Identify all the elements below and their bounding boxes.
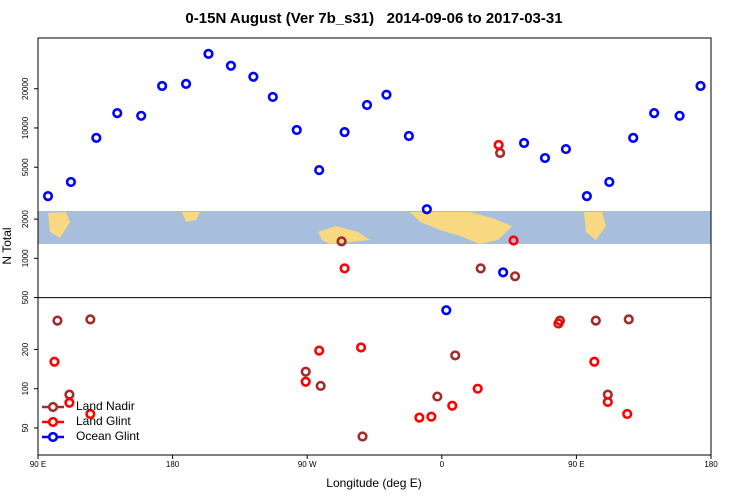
point	[180, 78, 192, 89]
point	[315, 380, 326, 392]
point	[361, 99, 373, 111]
x-tick-label: 90 E	[30, 460, 46, 469]
point	[623, 314, 634, 325]
point	[42, 191, 54, 202]
point	[381, 89, 392, 100]
point	[300, 376, 311, 387]
point	[112, 108, 123, 119]
point	[539, 152, 551, 164]
point	[695, 80, 706, 92]
point	[336, 236, 347, 247]
point	[225, 60, 237, 71]
point	[414, 412, 425, 423]
point	[314, 165, 325, 176]
point	[355, 342, 367, 353]
x-tick-label: 180	[166, 460, 180, 469]
point	[472, 383, 483, 394]
point	[441, 305, 452, 316]
point	[581, 191, 592, 202]
point	[85, 314, 96, 325]
x-axis-label: Longitude (deg E)	[326, 476, 421, 490]
point	[65, 176, 77, 188]
x-tick-label: 180	[704, 460, 718, 469]
point	[52, 315, 63, 326]
point	[291, 124, 302, 136]
y-tick-label: 1000	[21, 249, 30, 267]
y-tick-label: 50	[21, 423, 30, 432]
point	[604, 176, 615, 188]
point	[508, 235, 519, 246]
point	[649, 108, 660, 119]
plot-frame	[37, 37, 712, 456]
point	[157, 80, 168, 92]
point	[495, 147, 506, 159]
map-band	[38, 211, 711, 244]
point	[589, 356, 600, 367]
point	[560, 143, 572, 155]
y-tick-label: 2000	[21, 210, 30, 228]
point	[49, 356, 60, 367]
point	[590, 315, 601, 326]
y-tick-label: 200	[21, 342, 30, 356]
point	[300, 366, 311, 377]
point	[203, 48, 214, 60]
point	[475, 263, 486, 274]
point	[498, 267, 509, 278]
point	[339, 263, 350, 274]
x-tick-label: 90 E	[568, 460, 584, 469]
point	[628, 132, 639, 143]
y-tick-label: 5000	[21, 158, 30, 176]
point	[509, 271, 521, 282]
x-tick-label: 90 W	[298, 460, 317, 469]
point	[357, 431, 368, 442]
point	[314, 345, 325, 356]
point	[518, 137, 530, 149]
point	[622, 408, 633, 420]
point	[602, 396, 613, 408]
point	[85, 408, 96, 420]
point	[136, 110, 147, 121]
point	[674, 110, 685, 121]
point	[403, 130, 414, 142]
point	[339, 126, 350, 138]
chart-title: 0-15N August (Ver 7b_s31) 2014-09-06 to …	[185, 10, 562, 27]
point	[64, 389, 75, 400]
point	[450, 350, 461, 361]
point	[64, 397, 75, 408]
x-tick-label: 0	[440, 460, 445, 469]
point	[267, 91, 278, 103]
legend-label: Land Nadir	[76, 399, 135, 413]
legend-label: Land Glint	[76, 414, 131, 428]
y-axis-label: N Total	[0, 227, 14, 264]
y-tick-label: 20000	[21, 77, 30, 100]
point	[421, 204, 432, 215]
point	[248, 71, 259, 82]
legend-marker	[47, 416, 59, 428]
legend-label: Ocean Glint	[76, 429, 140, 443]
y-tick-label: 100	[21, 381, 30, 395]
y-tick-label: 500	[21, 290, 30, 304]
y-tick-label: 10000	[21, 116, 30, 139]
point	[553, 318, 564, 329]
point	[493, 139, 504, 151]
legend-marker	[47, 431, 59, 443]
point	[447, 400, 458, 411]
point	[91, 132, 102, 143]
point	[426, 411, 437, 422]
legend-marker	[47, 401, 59, 413]
point	[432, 391, 443, 402]
